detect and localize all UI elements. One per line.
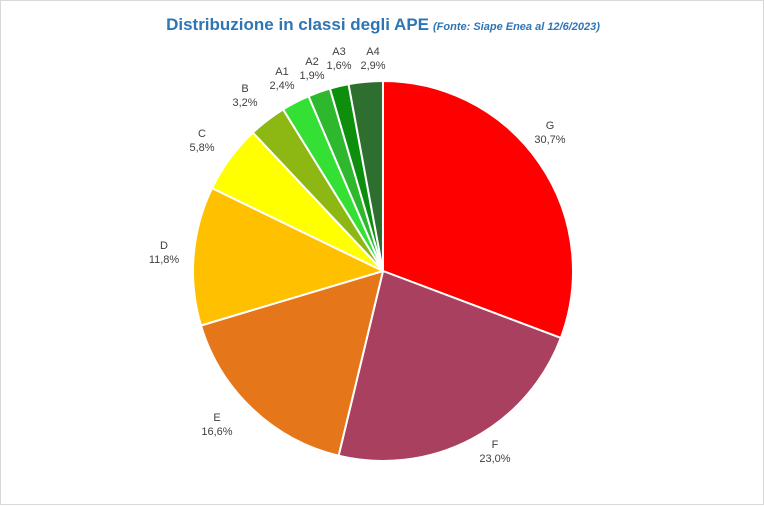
slice-label-b: B 3,2% [232, 83, 257, 109]
slice-category: D [160, 240, 168, 252]
slice-category: E [213, 412, 220, 424]
chart-title: Distribuzione in classi degli APE [166, 15, 429, 34]
slice-category: A4 [366, 46, 379, 58]
slice-value: 30,7% [534, 134, 565, 146]
chart-title-line: Distribuzione in classi degli APE (Fonte:… [166, 15, 600, 34]
slice-value: 3,2% [232, 97, 257, 109]
slice-label-a3: A3 1,6% [326, 46, 351, 72]
slice-category: C [198, 128, 206, 140]
slice-category: B [241, 83, 248, 95]
slice-value: 16,6% [201, 426, 232, 438]
pie-slice-d [192, 187, 384, 327]
slice-label-g: G 30,7% [534, 120, 565, 146]
slice-value: 23,0% [479, 453, 510, 465]
pie-slice-g [382, 80, 575, 339]
slice-value: 2,4% [269, 80, 294, 92]
slice-value: 5,8% [189, 142, 214, 154]
slice-value: 1,9% [299, 70, 324, 82]
slice-category: A3 [332, 46, 345, 58]
slice-labels: G 30,7% F 23,0% E 16,6% D 11,8% C 5,8% B 3,2% A1 2,4%… [149, 46, 566, 465]
pie-slices [192, 80, 575, 462]
chart-subtitle: (Fonte: Siape Enea al 12/6/2023) [433, 21, 600, 33]
slice-category: A2 [305, 56, 318, 68]
slice-value: 2,9% [360, 60, 385, 72]
pie-slice-f [337, 270, 562, 462]
slice-category: F [492, 439, 499, 451]
slice-label-a1: A1 2,4% [269, 66, 294, 92]
slice-category: A1 [275, 66, 288, 78]
slice-label-d: D 11,8% [149, 240, 180, 266]
slice-label-c: C 5,8% [189, 128, 214, 154]
slice-label-a2: A2 1,9% [299, 56, 324, 82]
slice-value: 1,6% [326, 60, 351, 72]
slice-value: 11,8% [149, 254, 180, 266]
pie-slice-a4 [347, 80, 384, 272]
slice-category: G [546, 120, 555, 132]
slice-label-f: F 23,0% [479, 439, 510, 465]
slice-label-a4: A4 2,9% [360, 46, 385, 72]
slice-label-e: E 16,6% [201, 412, 232, 438]
pie-slice-e [199, 270, 384, 457]
